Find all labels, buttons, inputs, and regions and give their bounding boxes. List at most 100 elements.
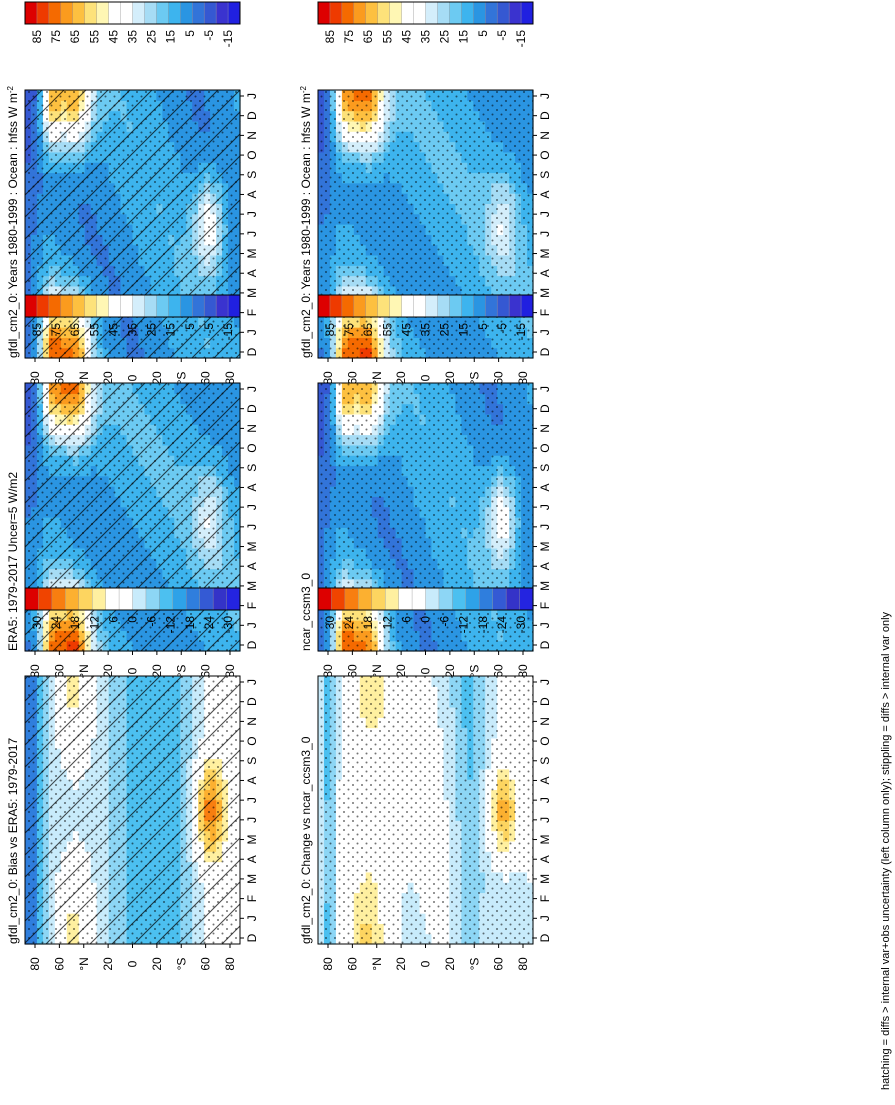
colorbar-swatch	[156, 295, 168, 317]
month-tick-label: F	[245, 602, 259, 609]
colorbar-tick-label: 75	[342, 30, 356, 44]
month-tick-label: D	[245, 111, 259, 120]
month-tick-label: D	[245, 640, 259, 649]
month-tick-label: F	[245, 309, 259, 316]
colorbar-swatch	[61, 2, 73, 24]
lat-tick-label: °S	[174, 665, 188, 678]
colorbar-swatch	[85, 295, 97, 317]
colorbar-swatch	[521, 2, 533, 24]
colorbar-tick-label: 15	[457, 323, 471, 337]
colorbar-tick-label: -15	[221, 30, 235, 48]
stippling-overlay	[318, 383, 533, 651]
colorbar-tick-label: 45	[106, 323, 120, 337]
stippling-overlay	[318, 90, 533, 358]
colorbar-swatch	[437, 2, 449, 24]
month-tick-label: D	[538, 111, 552, 120]
colorbar-swatch	[342, 295, 354, 317]
month-tick-label: M	[538, 249, 552, 259]
colorbar-tick-label: 65	[361, 323, 375, 337]
month-tick-label: A	[245, 190, 259, 198]
colorbar-swatch	[461, 295, 473, 317]
colorbar-swatch	[228, 2, 240, 24]
panel-title: gfdl_cm2_0: Years 1980-1999 : Ocean : hf…	[6, 86, 21, 358]
month-tick-label: F	[538, 309, 552, 316]
month-tick-label: D	[538, 640, 552, 649]
colorbar-tick-label: 45	[106, 30, 120, 44]
hatching-overlay	[25, 90, 240, 358]
colorbar-swatch	[228, 295, 240, 317]
colorbar-swatch	[485, 295, 497, 317]
month-tick-label: A	[245, 483, 259, 491]
month-tick-label: M	[538, 288, 552, 298]
colorbar-swatch	[449, 2, 461, 24]
colorbar-swatch	[37, 295, 49, 317]
colorbar-tick-label: 5	[476, 323, 490, 330]
colorbar-swatch	[144, 295, 156, 317]
colorbar-swatch	[449, 295, 461, 317]
month-tick-label: S	[538, 464, 552, 472]
colorbar-tick-label: 35	[419, 323, 433, 337]
colorbar-swatch	[390, 295, 402, 317]
panel-title: ERA5: 1979-2017 Uncer=5 W/m2	[6, 472, 20, 651]
colorbar-tick-label: 75	[342, 323, 356, 337]
colorbar-swatch	[49, 2, 61, 24]
colorbar-tick-label: 5	[476, 30, 490, 37]
colorbar-tick-label: 35	[126, 30, 140, 44]
month-tick-label: O	[538, 443, 552, 452]
colorbar-swatch	[330, 2, 342, 24]
colorbar-tick-label: -5	[495, 30, 509, 41]
colorbar-swatch	[216, 295, 228, 317]
month-tick-label: A	[538, 190, 552, 198]
colorbar-swatch	[109, 295, 121, 317]
colorbar-swatch	[61, 295, 73, 317]
colorbar-tick-label: -5	[495, 323, 509, 334]
month-tick-label: A	[245, 562, 259, 570]
colorbar-swatch	[180, 2, 192, 24]
colorbar-swatch	[366, 295, 378, 317]
colorbar-swatch	[49, 295, 61, 317]
month-tick-label: D	[245, 347, 259, 356]
colorbar-tick-label: 85	[30, 30, 44, 44]
colorbar-swatch	[97, 2, 109, 24]
month-tick-label: J	[538, 504, 552, 510]
colorbar-tick-label: 55	[380, 30, 394, 44]
colorbar-swatch	[509, 295, 521, 317]
month-tick-label: J	[245, 329, 259, 335]
month-tick-label: J	[245, 231, 259, 237]
panel-title: ncar_ccsm3_0	[299, 573, 313, 651]
colorbar-swatch	[461, 2, 473, 24]
colorbar-tick-label: 85	[323, 323, 337, 337]
colorbar-swatch	[133, 2, 145, 24]
colorbar-swatch	[378, 2, 390, 24]
colorbar-swatch	[390, 2, 402, 24]
colorbar-swatch	[133, 295, 145, 317]
colorbar-tick-label: 25	[438, 323, 452, 337]
month-tick-label: A	[538, 562, 552, 570]
colorbar-swatch	[109, 2, 121, 24]
colorbar-tick-label: 25	[145, 323, 159, 337]
colorbar-swatch	[414, 295, 426, 317]
month-tick-label: N	[538, 131, 552, 140]
colorbar-tick-label: 85	[323, 30, 337, 44]
month-tick-label: M	[245, 288, 259, 298]
colorbar-swatch	[73, 295, 85, 317]
colorbar-tick-label: 65	[68, 323, 82, 337]
colorbar-tick-label: 35	[126, 323, 140, 337]
colorbar-tick-label: 55	[380, 323, 394, 337]
colorbar-swatch	[437, 295, 449, 317]
colorbar-swatch	[402, 295, 414, 317]
colorbar-tick-label: -15	[221, 323, 235, 341]
colorbar-tick-label: 75	[49, 30, 63, 44]
month-tick-label: N	[245, 131, 259, 140]
colorbar-swatch	[216, 2, 228, 24]
month-tick-label: S	[245, 464, 259, 472]
colorbar-swatch	[204, 2, 216, 24]
colorbar-swatch	[521, 295, 533, 317]
colorbar-tick-label: 65	[68, 30, 82, 44]
month-tick-label: D	[538, 404, 552, 413]
colorbar-swatch	[25, 295, 37, 317]
month-tick-label: S	[245, 171, 259, 179]
colorbar-tick-label: 15	[457, 30, 471, 44]
